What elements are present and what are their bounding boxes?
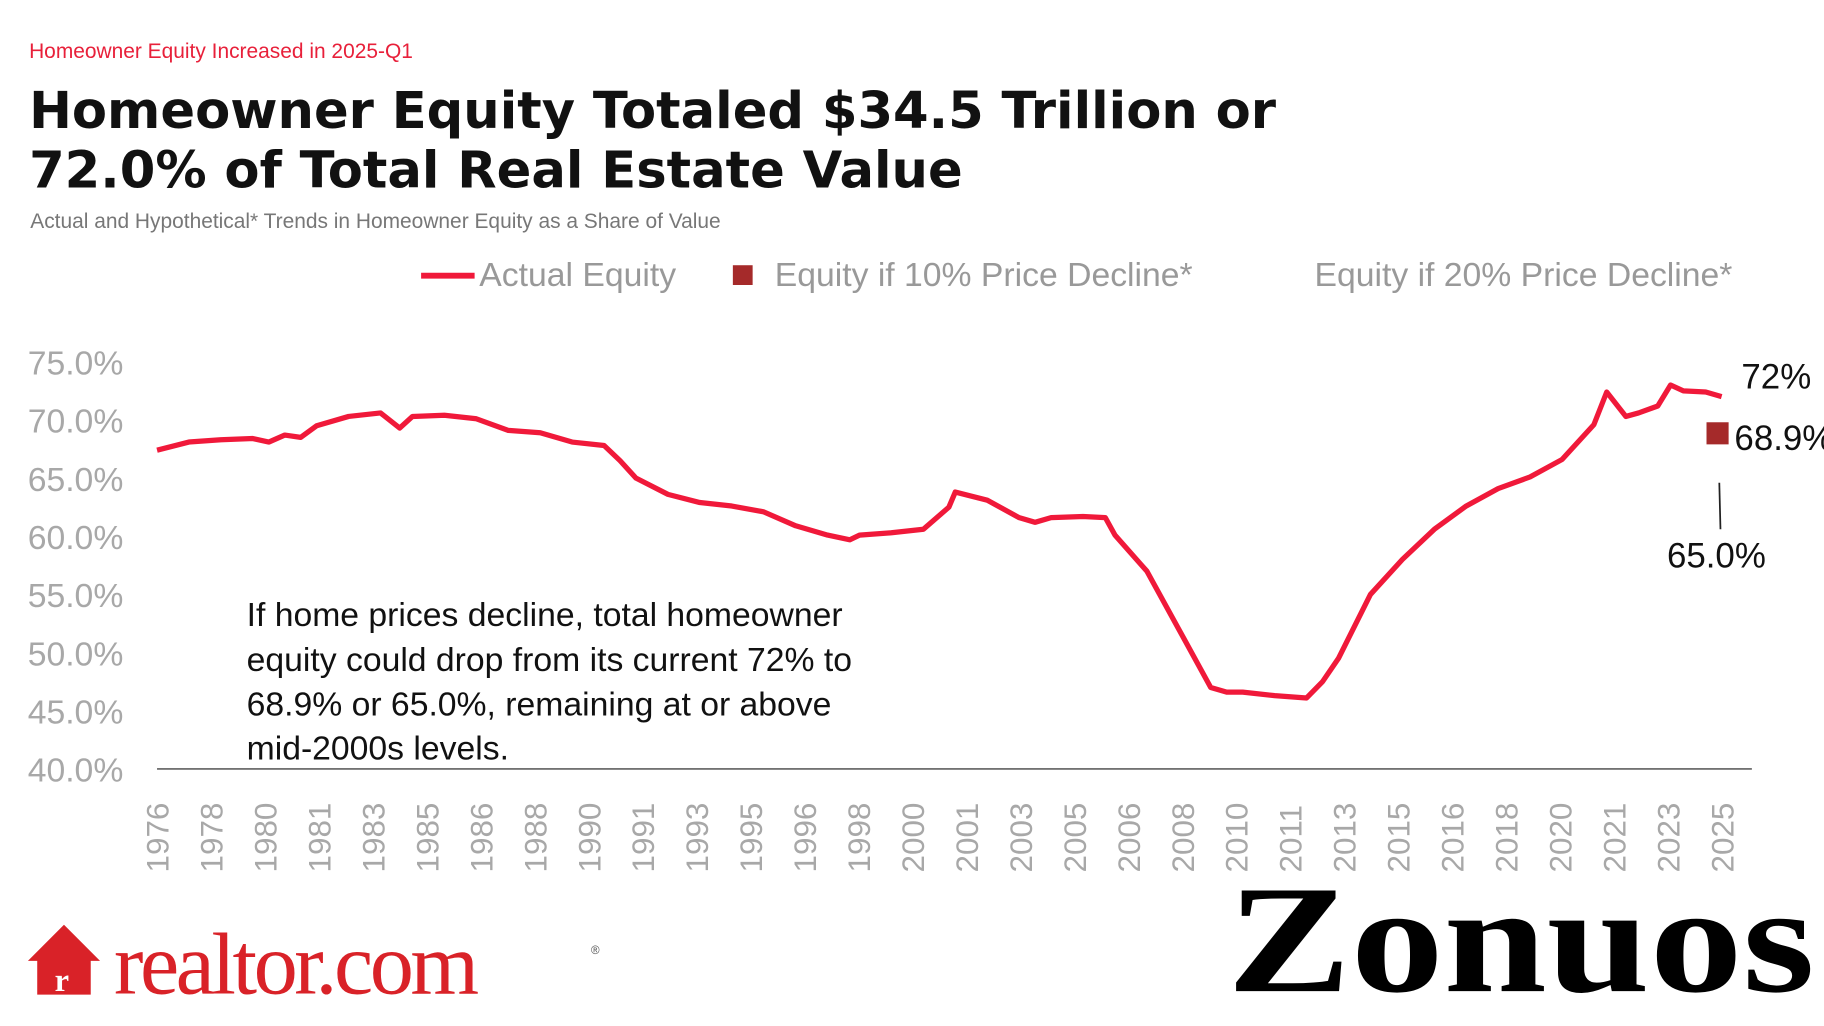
legend-decline10-swatch (732, 265, 753, 285)
legend-decline20-label: Equity if 20% Price Decline* (1314, 256, 1732, 294)
series-actual-equity-line (156, 382, 1723, 701)
x-tick-label: 2011 (1274, 805, 1309, 873)
subtitle: Actual and Hypothetical* Trends in Homeo… (30, 210, 720, 233)
x-tick-label: 1986 (464, 803, 499, 873)
x-tick-label: 2000 (896, 803, 931, 873)
y-tick-label: 55.0% (28, 577, 124, 615)
house-r-glyph: r (55, 963, 69, 999)
x-tick-label: 2008 (1166, 803, 1201, 873)
x-tick-label: 1990 (572, 803, 607, 873)
x-tick-label: 2001 (950, 803, 985, 873)
x-tick-label: 2021 (1597, 803, 1632, 873)
x-tick-label: 1993 (680, 803, 715, 873)
x-tick-label: 2018 (1489, 803, 1524, 873)
annotation-line-4: mid-2000s levels. (247, 730, 509, 768)
y-tick-label: 75.0% (28, 345, 124, 383)
x-tick-label: 2015 (1382, 803, 1417, 873)
x-tick-label: 1983 (356, 803, 391, 873)
annotation: If home prices decline, total homeowner … (247, 596, 852, 768)
label-actual: 72% (1741, 358, 1811, 397)
annotation-line-2: equity could drop from its current 72% t… (247, 641, 852, 679)
legend-actual-label: Actual Equity (479, 256, 676, 294)
kicker: Homeowner Equity Increased in 2025-Q1 (29, 40, 413, 63)
x-tick-label: 2005 (1058, 803, 1093, 873)
y-tick-label: 45.0% (28, 694, 124, 732)
title-line-1: Homeowner Equity Totaled $34.5 Trillion … (29, 81, 1277, 141)
x-tick-label: 1985 (410, 803, 445, 873)
x-tick-label: 2025 (1705, 803, 1740, 873)
annotation-line-3: 68.9% or 65.0%, remaining at or above (247, 685, 832, 723)
x-tick-label: 2023 (1651, 803, 1686, 873)
x-axis: 1976 1978 1980 1981 1983 1985 1986 1988 1990 1991… (141, 803, 1741, 873)
label-decline10: 68.9% (1734, 419, 1824, 458)
x-tick-label: 1978 (195, 803, 230, 873)
y-tick-label: 60.0% (28, 519, 124, 557)
logo-text: realtor.com (114, 915, 478, 1013)
x-tick-label: 2016 (1436, 803, 1471, 873)
legend: Actual Equity Equity if 10% Price Declin… (421, 256, 1732, 294)
x-tick-label: 1995 (734, 803, 769, 873)
plot-area (156, 382, 1729, 701)
x-tick-label: 2010 (1220, 803, 1255, 873)
y-tick-label: 50.0% (28, 635, 124, 673)
x-tick-label: 1996 (788, 803, 823, 873)
x-tick-label: 1988 (518, 803, 553, 873)
x-tick-label: 2006 (1112, 803, 1147, 873)
logo-registered: ® (591, 944, 600, 957)
x-tick-label: 1998 (842, 803, 877, 873)
x-tick-label: 2003 (1004, 803, 1039, 873)
x-tick-label: 1991 (626, 803, 661, 873)
realtor-logo: r realtor.com ® (27, 915, 600, 1013)
x-tick-label: 2020 (1543, 803, 1578, 873)
label-decline20: 65.0% (1667, 537, 1766, 576)
house-icon (27, 924, 101, 995)
y-tick-label: 65.0% (28, 461, 124, 499)
title-line-2: 72.0% of Total Real Estate Value (29, 140, 963, 200)
annotation-line-1: If home prices decline, total homeowner (247, 596, 843, 634)
leader-line-decline20 (1718, 482, 1722, 530)
y-tick-label: 40.0% (28, 752, 124, 790)
legend-decline10-label: Equity if 10% Price Decline* (775, 256, 1193, 294)
x-tick-label: 1976 (141, 803, 176, 873)
y-axis: 75.0% 70.0% 65.0% 60.0% 55.0% 50.0% 45.0% 40.0% (28, 345, 124, 790)
x-tick-label: 2013 (1328, 803, 1363, 873)
x-tick-label: 1980 (249, 803, 284, 873)
marker-decline10 (1706, 422, 1729, 445)
y-tick-label: 70.0% (28, 403, 124, 441)
watermark: Zonuos (1227, 855, 1814, 1025)
x-tick-label: 1981 (303, 803, 338, 873)
